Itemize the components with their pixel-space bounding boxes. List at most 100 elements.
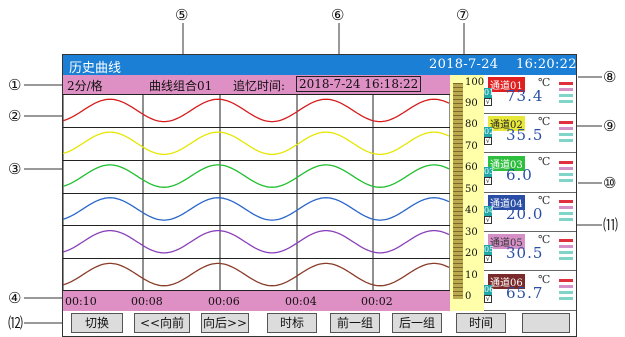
- channel-row[interactable]: 通道04 ℃ 04 √ 20.0: [484, 193, 576, 232]
- previous-group-button[interactable]: 前一组: [330, 313, 380, 333]
- channel-row[interactable]: 通道05 ℃ 05 √ 30.5: [484, 232, 576, 272]
- time-axis-label: 00:08: [131, 295, 163, 308]
- blank-button[interactable]: [522, 313, 570, 333]
- info-bar: 2分/格 曲线组合01 追忆时间: 2018-7-24 16:18:22: [63, 75, 450, 94]
- alarm-bar: [559, 290, 573, 294]
- curve-group[interactable]: 曲线组合01: [149, 79, 213, 93]
- channel-name: 通道02: [488, 116, 525, 132]
- title-bar: 历史曲线 2018-7-24 16:20:22: [63, 55, 577, 76]
- page-back-button[interactable]: <<向前: [134, 313, 190, 333]
- channel-value: 30.5: [506, 244, 544, 263]
- history-curve-screen: 历史曲线 2018-7-24 16:20:22 2分/格 曲线组合01 追忆时间…: [62, 54, 577, 337]
- channel-name: 通道05: [488, 234, 525, 250]
- function-button-bar: 切换 <<向前 向后>> 时标 前一组 后一组 时间: [63, 311, 576, 336]
- channel-unit: ℃: [538, 154, 551, 168]
- alarm-bar: [559, 211, 573, 215]
- channel-name: 通道03: [488, 155, 525, 171]
- next-group-button[interactable]: 后一组: [392, 313, 442, 333]
- alarm-bar: [559, 133, 573, 137]
- callout-3: ③: [8, 160, 22, 178]
- scale-label: 80: [465, 119, 478, 130]
- alarm-bar: [559, 217, 573, 221]
- channel-alarm-bars: [559, 278, 573, 303]
- alarm-bar: [559, 121, 573, 125]
- value-scale-ruler: 100 90 80 70 60 50 40 30 20 10 0: [450, 75, 484, 311]
- channel-unit: ℃: [538, 272, 551, 286]
- channel-unit: ℃: [538, 115, 551, 129]
- alarm-bar: [559, 257, 573, 261]
- switch-button[interactable]: 切换: [71, 313, 123, 333]
- time-axis-label: 00:02: [361, 295, 393, 308]
- channel-row[interactable]: 通道02 ℃ 02 √ 35.5: [484, 114, 576, 154]
- channel-row[interactable]: 通道06 ℃ 06 √ 65.7: [484, 272, 576, 311]
- scale-label: 40: [465, 205, 478, 216]
- channel-number: 05: [484, 245, 495, 256]
- channel-enable-checkbox[interactable]: √: [484, 215, 492, 224]
- alarm-bar: [559, 284, 573, 288]
- time-axis-bar: 00:10 00:08 00:06 00:04 00:02: [63, 291, 450, 311]
- recall-time-value[interactable]: 2018-7-24 16:18:22: [296, 76, 422, 92]
- channel-number: 02: [484, 127, 495, 138]
- current-time: 16:20:22: [516, 57, 577, 72]
- alarm-bar: [559, 88, 573, 91]
- recall-time-label: 追忆时间:: [233, 79, 286, 93]
- channel-unit: ℃: [538, 76, 551, 89]
- channel-value: 20.0: [506, 204, 544, 223]
- channel-name: 通道01: [488, 77, 525, 92]
- channel-row[interactable]: 通道03 ℃ 03 √ 6.0: [484, 154, 576, 193]
- scale-label: 70: [465, 141, 478, 152]
- time-axis-label: 00:06: [208, 295, 240, 308]
- channel-panel: 通道01 ℃ 01 √ 73.4 通道02 ℃ 02 √ 35.5 通道03 ℃ 03 √ 6.0 通道04 ℃…: [484, 75, 576, 311]
- channel-name: 通道06: [488, 273, 525, 289]
- channel-curve: [63, 229, 450, 254]
- channel-alarm-bars: [559, 160, 573, 185]
- scale-label: 30: [465, 227, 478, 238]
- alarm-bar: [559, 178, 573, 182]
- time-button[interactable]: 时间: [456, 313, 506, 333]
- alarm-bar: [559, 82, 573, 85]
- channel-enable-checkbox[interactable]: √: [484, 176, 492, 185]
- channel-number: 06: [484, 284, 495, 295]
- channel-unit: ℃: [538, 233, 551, 247]
- page-forward-button[interactable]: 向后>>: [201, 313, 249, 333]
- alarm-bar: [559, 239, 573, 243]
- callout-4: ④: [8, 289, 22, 307]
- channel-curve: [63, 98, 450, 123]
- channel-enable-checkbox[interactable]: √: [484, 137, 492, 146]
- channel-number: 04: [484, 205, 495, 216]
- callout-11: ⑾: [603, 216, 619, 234]
- channel-unit: ℃: [538, 193, 551, 207]
- alarm-bar: [559, 251, 573, 255]
- scale-label: 20: [465, 248, 478, 259]
- scale-label: 100: [465, 77, 485, 88]
- time-axis-label: 00:04: [285, 295, 317, 308]
- callout-5: ⑤: [175, 6, 189, 24]
- scale-label: 60: [465, 162, 478, 173]
- alarm-bar: [559, 199, 573, 203]
- channel-enable-checkbox[interactable]: √: [484, 255, 492, 264]
- channel-value: 35.5: [506, 126, 544, 145]
- channel-name: 通道04: [488, 194, 525, 210]
- channel-row[interactable]: 通道01 ℃ 01 √ 73.4: [484, 75, 576, 114]
- callout-7: ⑦: [456, 6, 470, 24]
- callout-9: ⑨: [603, 117, 617, 135]
- callout-1: ①: [8, 76, 22, 94]
- channel-enable-checkbox[interactable]: √: [484, 294, 492, 303]
- screen-title: 历史曲线: [69, 61, 122, 76]
- current-date: 2018-7-24: [429, 57, 499, 72]
- curve-plot-area[interactable]: [63, 94, 450, 291]
- channel-curve: [63, 197, 450, 221]
- scale-label: 0: [465, 291, 472, 302]
- channel-value: 6.0: [506, 165, 533, 184]
- channel-value: 65.7: [506, 283, 544, 302]
- channel-alarm-bars: [559, 121, 573, 145]
- time-interval[interactable]: 2分/格: [67, 79, 103, 93]
- time-axis-label: 00:10: [65, 295, 97, 308]
- channel-enable-checkbox[interactable]: √: [484, 98, 492, 106]
- alarm-bar: [559, 278, 573, 282]
- alarm-bar: [559, 296, 573, 300]
- channel-alarm-bars: [559, 239, 573, 263]
- channel-curve: [63, 164, 450, 188]
- time-marker-button[interactable]: 时标: [267, 313, 317, 333]
- scale-label: 90: [465, 98, 478, 109]
